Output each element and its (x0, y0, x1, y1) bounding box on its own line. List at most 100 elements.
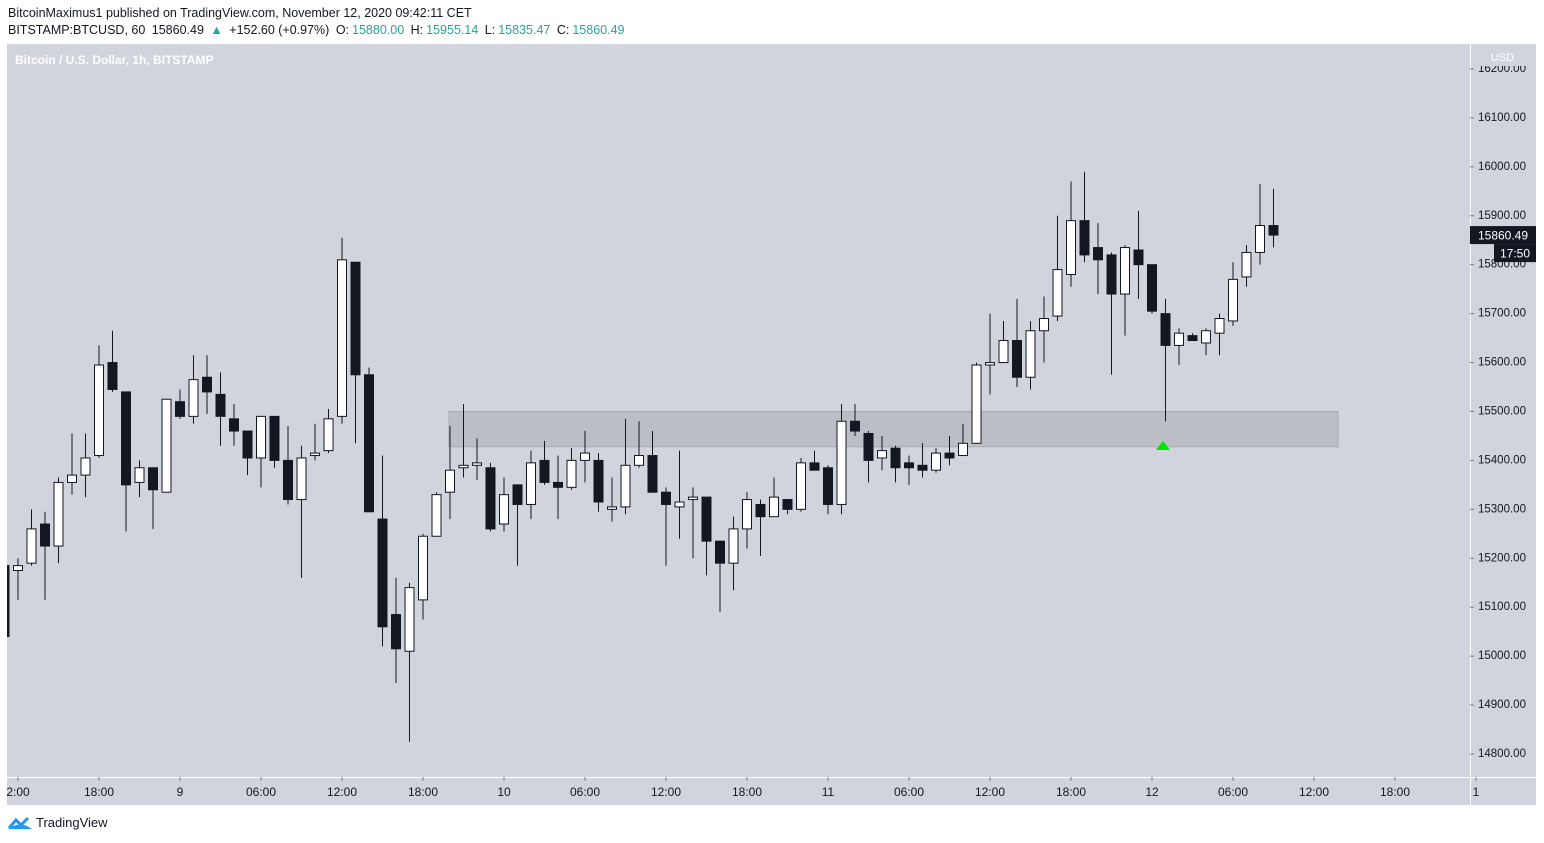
publish-text: BitcoinMaximus1 published on TradingView… (8, 6, 472, 20)
x-tick-label: 12 (1145, 785, 1159, 799)
candle-body (985, 362, 995, 366)
candle-body (1012, 340, 1022, 378)
x-tick-label: 12:00 (651, 785, 681, 799)
candle-body (148, 467, 158, 491)
candle-body (94, 364, 104, 457)
candle-body (377, 518, 388, 628)
candle-body (809, 462, 820, 471)
axis-label-bg (1472, 50, 1536, 66)
candle-body (215, 393, 226, 417)
candle-body (688, 496, 698, 501)
candle-body (121, 391, 131, 486)
candle-body (107, 362, 118, 390)
close-value: 15860.49 (572, 23, 625, 37)
candle-body (404, 587, 415, 652)
chart: 14800.00 14900.00 15000.00 15100.00 15200.00… (6, 44, 1536, 805)
candle-body (1079, 220, 1090, 256)
candle-body (1025, 330, 1036, 378)
candle-body (458, 464, 469, 469)
candle-body (958, 442, 968, 457)
candle-body (526, 462, 536, 505)
candle-body (701, 496, 712, 542)
candle-body (998, 340, 1009, 364)
candle-body (823, 467, 833, 505)
candle-body (1052, 269, 1063, 317)
candle-body (364, 374, 374, 513)
y-tick-label: 15000.00 (1478, 650, 1526, 662)
candle-body (40, 523, 50, 547)
y-tick-label: 16100.00 (1478, 112, 1526, 124)
candle-body (188, 379, 199, 417)
candle-body (620, 464, 631, 508)
candle-body (1174, 332, 1184, 346)
y-tick-label: 15600.00 (1478, 357, 1526, 369)
candle-body (67, 474, 77, 483)
candle-body (1133, 249, 1144, 266)
candle-body (593, 459, 604, 503)
candle-body (242, 430, 253, 459)
candle-body (512, 484, 523, 505)
candle-body (850, 420, 860, 432)
candle-body (1187, 335, 1198, 342)
candle-body (971, 364, 982, 444)
axes: 14800.00 14900.00 15000.00 15100.00 15200.00… (6, 50, 1536, 799)
candle-body (607, 506, 617, 510)
y-tick-label: 15200.00 (1478, 552, 1526, 564)
candle-body (647, 455, 658, 493)
candle-body (1214, 318, 1225, 334)
candle-body (229, 418, 239, 432)
candle-body (7, 565, 10, 638)
candle-body (1255, 225, 1265, 253)
support-zone (448, 410, 1339, 448)
x-tick-label: 18:00 (1056, 785, 1086, 799)
candle-body (13, 565, 23, 572)
x-tick-label: 06:00 (246, 785, 276, 799)
x-tick-label: 18:00 (1380, 785, 1410, 799)
x-tick-label: 06:00 (570, 785, 600, 799)
logo-icon (8, 816, 32, 829)
logo-text: TradingView (36, 815, 108, 830)
change-arrow: ▲ (210, 23, 223, 37)
x-tick-label: 18:00 (732, 785, 762, 799)
candle-body (1160, 313, 1171, 346)
candle-body (1093, 247, 1103, 261)
last-price-tag (1470, 226, 1536, 245)
y-axis-label: USD (1491, 52, 1514, 64)
candle-body (499, 494, 509, 525)
low-label: L: (484, 23, 496, 37)
candle-body (472, 462, 482, 466)
high-label: H: (410, 23, 424, 37)
x-tick-label: 06:00 (894, 785, 924, 799)
candle-body (755, 503, 766, 518)
candle-body (553, 481, 563, 488)
candle-body (1106, 254, 1117, 295)
candle-body (175, 401, 185, 417)
x-tick-label: 12:00 (1299, 785, 1329, 799)
candle-body (1268, 225, 1279, 236)
signal-arrow (1156, 441, 1170, 450)
candle-body (53, 481, 64, 547)
candle-body (431, 494, 442, 537)
candle-body (1120, 247, 1130, 295)
y-tick-label: 14800.00 (1478, 748, 1526, 760)
candle-body (485, 467, 496, 530)
x-tick-label: 12:00 (975, 785, 1005, 799)
y-tick-label: 16000.00 (1478, 161, 1526, 173)
candle-body (634, 455, 644, 466)
candle-body (917, 464, 928, 471)
symbol-line: BITSTAMP:BTCUSD, 60 15860.49 ▲ +152.60 (… (8, 23, 627, 37)
y-tick-label: 14900.00 (1478, 699, 1526, 711)
candle-body (1201, 330, 1211, 344)
x-tick-label: 11 (822, 785, 835, 799)
candle-body (350, 261, 361, 376)
candle-body (715, 540, 725, 564)
candle-body (202, 376, 212, 393)
candle-body (26, 528, 37, 564)
candle-body (796, 462, 806, 510)
candle-body (134, 467, 145, 483)
publish-line: BitcoinMaximus1 published on TradingView… (8, 6, 475, 20)
candle-body (877, 450, 887, 459)
plot (7, 171, 1339, 742)
candle-body (566, 459, 577, 488)
